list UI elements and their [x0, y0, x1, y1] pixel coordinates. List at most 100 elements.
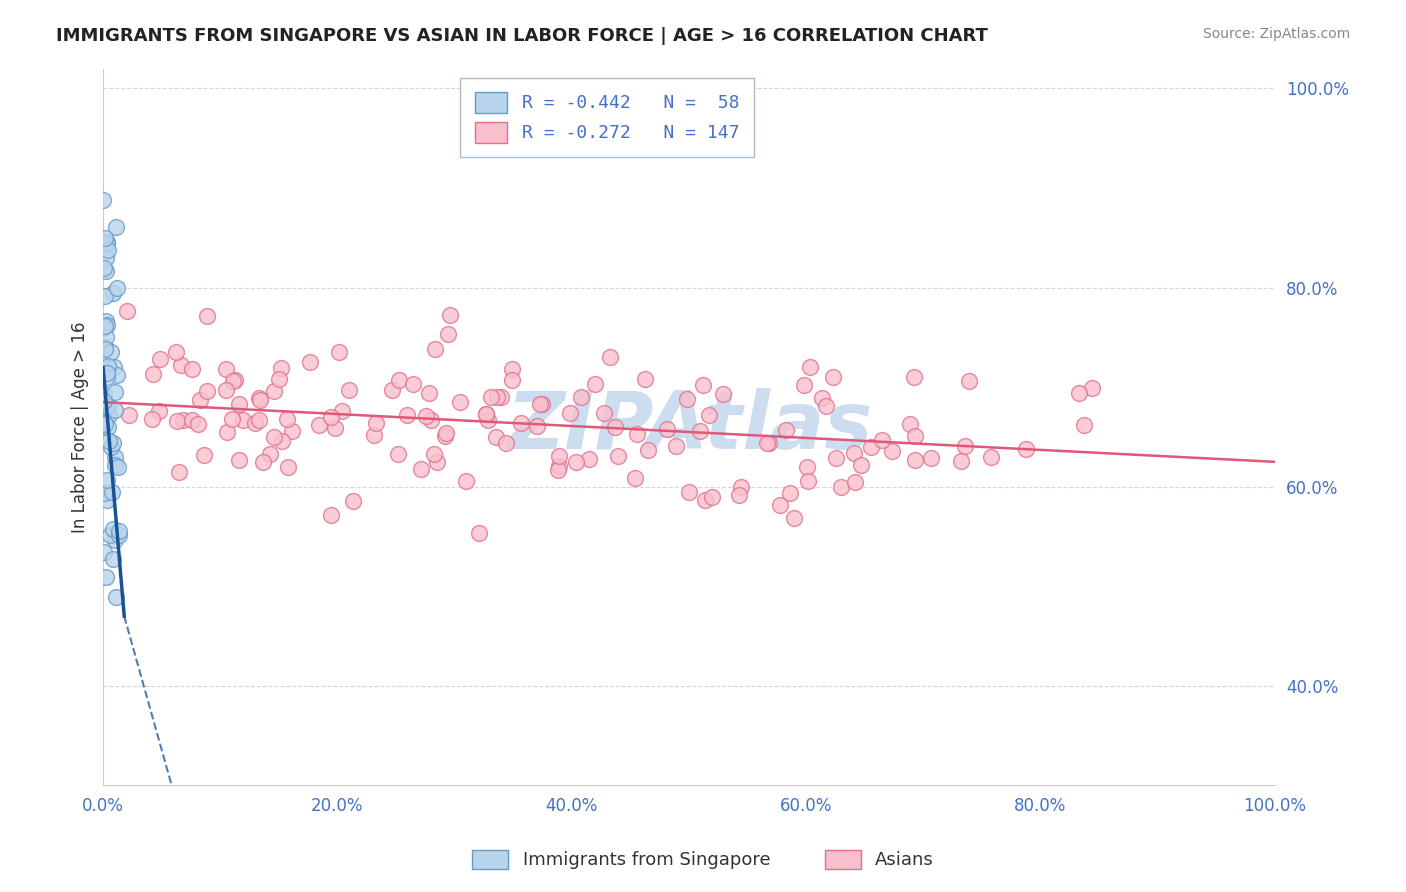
Point — [655, 422, 678, 436]
Point — [607, 449, 630, 463]
Text: IMMIGRANTS FROM SINGAPORE VS ASIAN IN LABOR FORCE | AGE > 16 CORRELATION CHART: IMMIGRANTS FROM SINGAPORE VS ASIAN IN LA… — [56, 27, 988, 45]
Point — [270, 361, 292, 376]
Point — [107, 460, 129, 475]
Point — [387, 447, 409, 461]
Point — [252, 455, 274, 469]
Point — [104, 219, 127, 234]
Point — [104, 450, 127, 465]
Point — [96, 318, 118, 333]
Point — [799, 360, 821, 375]
Point — [501, 373, 523, 387]
Point — [605, 419, 627, 434]
Point — [486, 390, 509, 404]
Point — [501, 362, 523, 376]
Point — [259, 446, 281, 460]
Point — [247, 391, 270, 405]
Point — [115, 304, 138, 318]
Point — [768, 498, 790, 512]
Point — [583, 376, 606, 391]
Point — [510, 416, 533, 430]
Point — [165, 344, 187, 359]
Point — [263, 384, 285, 398]
Point — [880, 444, 903, 458]
Point — [96, 366, 118, 380]
Point — [263, 430, 285, 444]
Point — [411, 462, 433, 476]
Point — [108, 528, 131, 542]
Point — [96, 263, 118, 277]
Point — [104, 458, 127, 473]
Point — [94, 318, 117, 333]
Point — [97, 359, 120, 373]
Point — [363, 427, 385, 442]
Point — [626, 426, 648, 441]
Point — [94, 313, 117, 327]
Point — [98, 434, 121, 449]
Point — [103, 551, 125, 566]
Point — [957, 374, 980, 388]
Point — [187, 417, 209, 431]
Point — [94, 401, 117, 415]
Point — [149, 352, 172, 367]
Legend: Immigrants from Singapore, Asians: Immigrants from Singapore, Asians — [463, 841, 943, 879]
Point — [433, 428, 456, 442]
Point — [97, 400, 120, 414]
Point — [475, 407, 498, 421]
Point — [814, 399, 837, 413]
Point — [1081, 381, 1104, 395]
Point — [224, 373, 246, 387]
Point — [94, 340, 117, 354]
Point — [665, 439, 688, 453]
Point — [870, 433, 893, 447]
Point — [141, 412, 163, 426]
Point — [228, 453, 250, 467]
Point — [330, 404, 353, 418]
Point — [93, 544, 115, 558]
Point — [439, 308, 461, 322]
Point — [103, 522, 125, 536]
Point — [477, 413, 499, 427]
Point — [475, 407, 498, 421]
Point — [678, 485, 700, 500]
Point — [96, 237, 118, 252]
Point — [105, 368, 128, 383]
Point — [695, 492, 717, 507]
Point — [169, 358, 191, 372]
Point — [172, 413, 194, 427]
Point — [93, 387, 115, 401]
Point — [97, 244, 120, 258]
Point — [366, 416, 388, 430]
Y-axis label: In Labor Force | Age > 16: In Labor Force | Age > 16 — [72, 321, 89, 533]
Point — [94, 231, 117, 245]
Point — [436, 425, 458, 440]
Point — [245, 416, 267, 430]
Point — [308, 417, 330, 432]
Point — [426, 455, 449, 469]
Point — [105, 280, 128, 294]
Point — [142, 367, 165, 381]
Text: Source: ZipAtlas.com: Source: ZipAtlas.com — [1202, 27, 1350, 41]
Point — [181, 413, 204, 427]
Point — [93, 321, 115, 335]
Point — [624, 470, 647, 484]
Point — [118, 408, 141, 422]
Point — [103, 359, 125, 374]
Point — [167, 465, 190, 479]
Point — [810, 391, 832, 405]
Point — [97, 408, 120, 422]
Point — [328, 345, 350, 359]
Point — [844, 475, 866, 490]
Point — [419, 412, 441, 426]
Point — [851, 458, 873, 473]
Point — [830, 480, 852, 494]
Point — [1067, 386, 1090, 401]
Point — [920, 451, 942, 466]
Point — [342, 494, 364, 508]
Point — [188, 392, 211, 407]
Point — [281, 424, 304, 438]
Point — [437, 327, 460, 342]
Point — [215, 383, 238, 397]
Point — [797, 474, 820, 488]
Point — [529, 396, 551, 410]
Point — [531, 396, 554, 410]
